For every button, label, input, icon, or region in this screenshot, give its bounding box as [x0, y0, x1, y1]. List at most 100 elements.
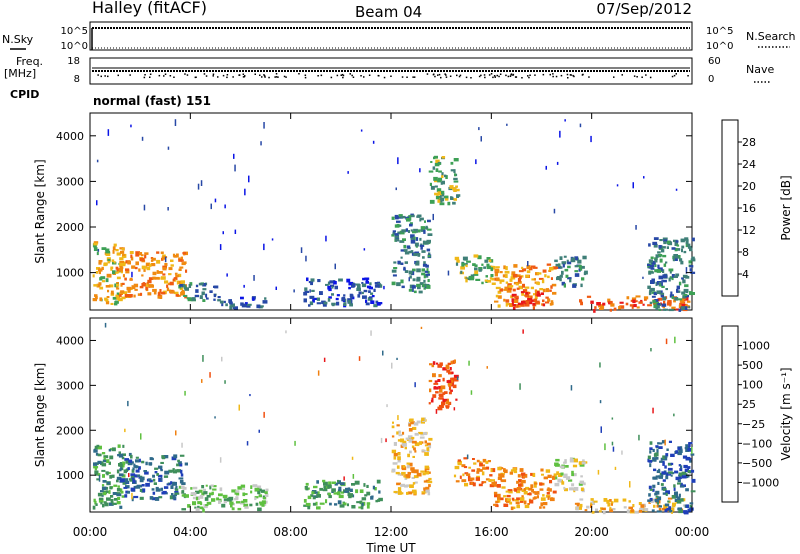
echo-cell: [531, 278, 534, 281]
freq-dot: [621, 74, 623, 76]
echo-cell: [665, 261, 668, 264]
echo-cell: [450, 169, 456, 172]
echo-cell: [380, 437, 383, 444]
echo-cell: [125, 490, 129, 494]
x-tick-label: 16:00: [474, 525, 509, 539]
echo-cell: [325, 235, 327, 242]
echo-cell: [131, 477, 135, 481]
freq-label-2: [MHz]: [4, 67, 36, 80]
echo-cell: [102, 474, 105, 478]
echo-cell: [516, 504, 520, 509]
echo-cell: [398, 434, 403, 437]
echo-cell: [544, 274, 547, 278]
echo-cell: [542, 288, 546, 293]
echo-cell: [687, 447, 691, 452]
echo-cell: [638, 301, 643, 304]
echo-cell: [101, 280, 106, 283]
echo-cell: [610, 502, 613, 506]
echo-cell: [246, 305, 251, 308]
echo-cell: [105, 490, 108, 493]
echo-cell: [659, 460, 663, 463]
echo-cell: [657, 496, 662, 501]
echo-cell: [96, 159, 99, 163]
echo-cell: [512, 304, 516, 307]
echo-cell: [512, 306, 516, 310]
echo-cell: [98, 474, 101, 482]
echo-cell: [509, 303, 514, 307]
echo-cell: [475, 477, 480, 481]
echo-cell: [125, 268, 130, 271]
echo-cell: [479, 462, 483, 467]
echo-cell: [513, 506, 516, 509]
echo-cell: [688, 442, 693, 445]
echo-cell: [133, 463, 136, 467]
echo-cell: [655, 307, 659, 310]
echo-cell: [654, 264, 657, 267]
echo-cell: [478, 469, 483, 472]
echo-cell: [534, 289, 537, 293]
echo-cell: [631, 297, 637, 300]
echo-cell: [181, 482, 186, 485]
echo-cell: [656, 305, 660, 309]
echo-cell: [416, 283, 421, 288]
echo-cell: [316, 494, 321, 498]
echo-cell: [461, 464, 466, 468]
freq-dot: [572, 74, 574, 77]
echo-cell: [495, 294, 499, 298]
echo-cell: [497, 304, 501, 308]
echo-cell: [680, 306, 685, 310]
echo-cell: [473, 273, 479, 276]
echo-cell: [112, 296, 118, 300]
freq-dot: [304, 76, 307, 79]
echo-cell: [601, 507, 606, 511]
freq-dot: [437, 74, 439, 76]
echo-cell: [523, 488, 526, 491]
echo-cell: [663, 300, 666, 304]
echo-cell: [445, 405, 449, 409]
echo-cell: [410, 467, 415, 471]
echo-cell: [152, 491, 156, 495]
freq-dot: [649, 76, 652, 79]
echo-cell: [154, 497, 160, 501]
echo-cell: [357, 294, 361, 298]
echo-cell: [662, 274, 668, 279]
echo-cell: [689, 268, 692, 272]
echo-cell: [674, 336, 676, 344]
echo-cell: [551, 283, 557, 287]
echo-cell: [557, 473, 563, 477]
echo-cell: [516, 490, 521, 494]
echo-cell: [391, 449, 397, 454]
echo-cell: [689, 448, 693, 452]
echo-cell: [160, 487, 163, 491]
echo-cell: [628, 500, 631, 503]
echo-cell: [647, 263, 651, 267]
echo-cell: [406, 465, 410, 469]
echo-cell: [579, 123, 582, 128]
echo-cell: [202, 355, 204, 362]
echo-cell: [453, 359, 456, 364]
echo-cell: [451, 371, 454, 375]
echo-cell: [447, 382, 453, 386]
y-tick-label: 3000: [56, 175, 84, 188]
echo-cell: [677, 290, 681, 293]
echo-cell: [469, 477, 475, 481]
echo-cell: [513, 264, 518, 268]
y-axis-label: Slant Range [km]: [33, 159, 47, 263]
echo-cell: [156, 473, 159, 476]
noise-tick-top-left: 10^5: [61, 26, 88, 37]
noise-left-label: N.Sky: [2, 33, 34, 46]
echo-cell: [235, 492, 240, 496]
y-tick-label: 2000: [56, 424, 84, 437]
echo-cell: [666, 302, 672, 306]
echo-cell: [131, 497, 134, 502]
echo-cell: [670, 291, 673, 295]
echo-cell: [456, 376, 459, 380]
echo-cell: [555, 476, 558, 480]
echo-cell: [213, 298, 216, 301]
echo-cell: [655, 457, 659, 460]
freq-dot: [552, 75, 554, 78]
echo-cell: [580, 283, 583, 288]
echo-cell: [671, 295, 674, 299]
echo-cell: [127, 260, 131, 265]
